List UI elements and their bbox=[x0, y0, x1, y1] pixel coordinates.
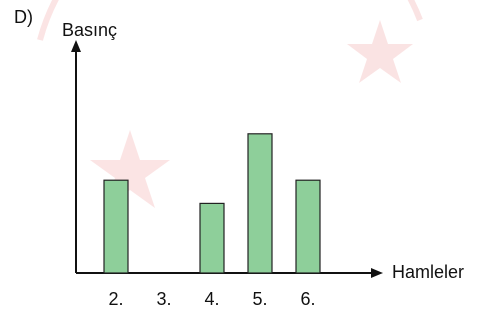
panel-label: D) bbox=[14, 7, 33, 27]
bar bbox=[104, 180, 128, 273]
bar bbox=[296, 180, 320, 273]
x-axis-arrow bbox=[371, 268, 383, 278]
x-axis-title: Hamleler bbox=[392, 262, 464, 282]
x-tick-label: 6. bbox=[300, 289, 315, 309]
x-tick-label: 5. bbox=[252, 289, 267, 309]
y-axis-title: Basınç bbox=[62, 20, 117, 40]
x-tick-label: 4. bbox=[204, 289, 219, 309]
chart: D) Basınç Hamleler 2. 3. 4. 5. 6. bbox=[0, 0, 491, 313]
bar bbox=[248, 134, 272, 273]
bar bbox=[200, 203, 224, 273]
x-tick-label: 3. bbox=[156, 289, 171, 309]
x-tick-label: 2. bbox=[108, 289, 123, 309]
y-axis-arrow bbox=[71, 40, 81, 52]
